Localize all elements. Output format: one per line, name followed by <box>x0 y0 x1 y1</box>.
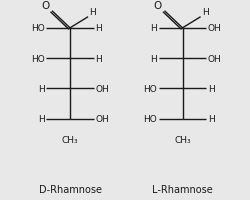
Text: OH: OH <box>95 85 109 94</box>
Text: H: H <box>202 8 209 17</box>
Text: HO: HO <box>31 24 45 33</box>
Text: HO: HO <box>144 115 157 124</box>
Text: H: H <box>150 24 157 33</box>
Text: OH: OH <box>208 54 222 63</box>
Text: HO: HO <box>31 54 45 63</box>
Text: O: O <box>154 1 162 11</box>
Text: OH: OH <box>208 24 222 33</box>
Text: H: H <box>38 85 45 94</box>
Text: H: H <box>90 8 96 17</box>
Text: H: H <box>150 54 157 63</box>
Text: H: H <box>95 24 102 33</box>
Text: O: O <box>41 1 50 11</box>
Text: H: H <box>38 115 45 124</box>
Text: OH: OH <box>95 115 109 124</box>
Text: H: H <box>208 85 214 94</box>
Text: CH₃: CH₃ <box>174 136 191 145</box>
Text: D-Rhamnose: D-Rhamnose <box>38 184 102 194</box>
Text: HO: HO <box>144 85 157 94</box>
Text: L-Rhamnose: L-Rhamnose <box>152 184 213 194</box>
Text: CH₃: CH₃ <box>62 136 78 145</box>
Text: H: H <box>95 54 102 63</box>
Text: H: H <box>208 115 214 124</box>
